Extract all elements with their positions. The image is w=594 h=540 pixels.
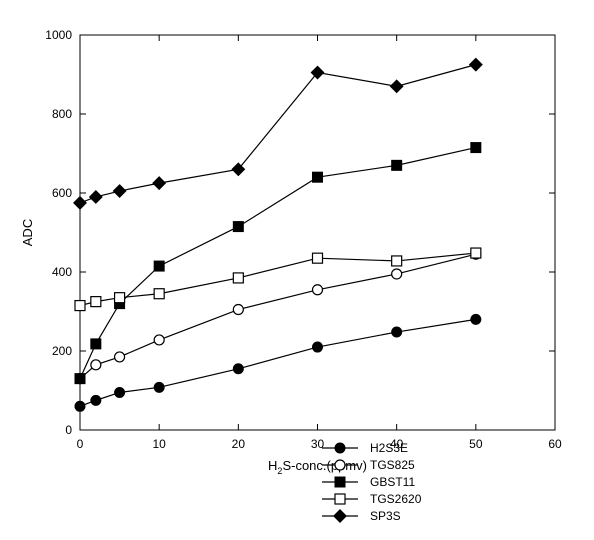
x-tick-label: 0 (77, 437, 84, 451)
series-TGS2620 (75, 248, 481, 311)
y-tick-label: 800 (52, 107, 72, 121)
adc-vs-h2s-chart: 010203040506002004006008001000H2S-conc.(… (0, 0, 594, 540)
plot-border (80, 35, 555, 430)
x-tick-label: 20 (232, 437, 246, 451)
legend-label: GBST11 (370, 475, 415, 489)
series-TGS825 (75, 249, 481, 383)
x-axis-title: H2S-conc.(ppmv) (268, 458, 367, 476)
x-tick-label: 30 (311, 437, 325, 451)
legend-label: SP3S (370, 509, 401, 523)
x-tick-label: 60 (548, 437, 562, 451)
y-tick-label: 0 (65, 423, 72, 437)
legend-label: H2S3E (370, 441, 408, 455)
x-tick-label: 10 (152, 437, 166, 451)
y-tick-label: 1000 (45, 28, 72, 42)
series-line (80, 254, 476, 378)
x-tick-label: 50 (469, 437, 483, 451)
series-H2S3E (75, 314, 481, 411)
series-line (80, 65, 476, 203)
chart-container: 010203040506002004006008001000H2S-conc.(… (0, 0, 594, 540)
series-line (80, 148, 476, 379)
series-line (80, 253, 476, 306)
series-SP3S (74, 58, 482, 209)
y-tick-label: 200 (52, 344, 72, 358)
legend: H2S3E TGS825 GBST11 TGS2620 SP3S (322, 441, 422, 523)
series-GBST11 (75, 143, 481, 384)
y-tick-label: 600 (52, 186, 72, 200)
series-line (80, 319, 476, 406)
legend-label: TGS825 (370, 458, 415, 472)
y-tick-label: 400 (52, 265, 72, 279)
y-axis-title: ADC (20, 219, 35, 246)
legend-label: TGS2620 (370, 492, 422, 506)
